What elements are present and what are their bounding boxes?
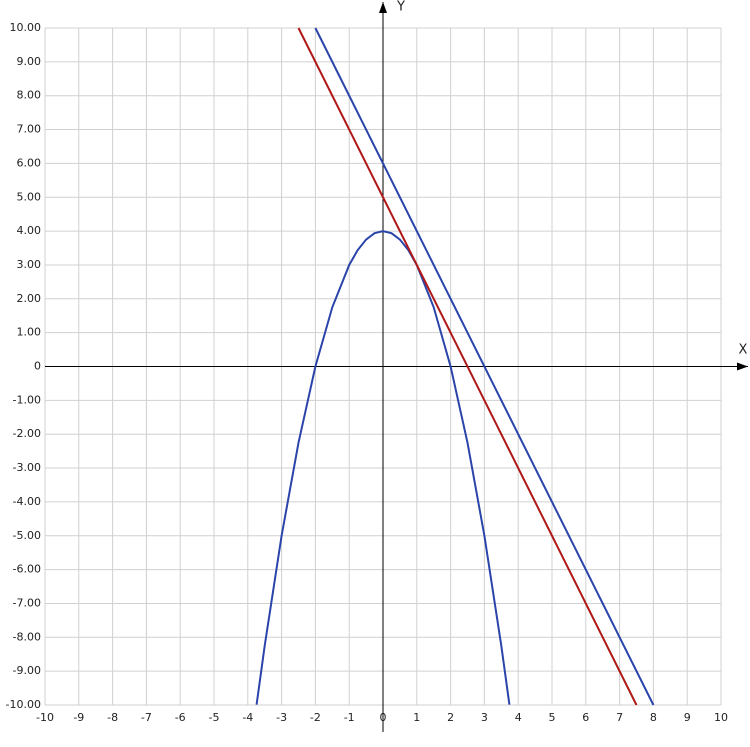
y-tick-label: 2.00	[17, 292, 42, 305]
x-tick-label: -3	[276, 711, 287, 724]
y-tick-label: 6.00	[17, 156, 42, 169]
y-tick-label: -4.00	[13, 495, 41, 508]
y-tick-label: -3.00	[13, 461, 41, 474]
curve	[255, 230, 511, 705]
x-axis-label: X	[739, 343, 748, 358]
x-tick-label: -10	[36, 711, 54, 724]
y-tick-label: -9.00	[13, 664, 41, 677]
curve	[314, 27, 655, 706]
y-tick-label: 8.00	[17, 89, 42, 102]
x-tick-label: 7	[616, 711, 623, 724]
y-tick-label: -6.00	[13, 563, 41, 576]
x-tick-label: 10	[714, 711, 728, 724]
x-tick-label: 1	[413, 711, 420, 724]
y-tick-label: 5.00	[17, 190, 42, 203]
y-tick-label: -10.00	[6, 698, 41, 711]
x-tick-label: -9	[73, 711, 84, 724]
x-tick-label: -1	[344, 711, 355, 724]
x-tick-label: -4	[242, 711, 253, 724]
y-tick-label: 0	[34, 360, 41, 373]
y-tick-label: -7.00	[13, 596, 41, 609]
y-tick-label: 3.00	[17, 258, 42, 271]
x-tick-label: -5	[209, 711, 220, 724]
x-tick-label: 4	[515, 711, 522, 724]
y-tick-label: -8.00	[13, 630, 41, 643]
x-tick-label: -8	[107, 711, 118, 724]
x-tick-label: 2	[447, 711, 454, 724]
y-tick-label: -2.00	[13, 427, 41, 440]
x-tick-label: 3	[481, 711, 488, 724]
y-axis-label: Y	[396, 0, 405, 15]
y-axis-arrow	[379, 2, 387, 13]
x-tick-label: 8	[650, 711, 657, 724]
y-tick-label: 1.00	[17, 326, 42, 339]
y-tick-label: 10.00	[10, 21, 42, 34]
curve	[297, 27, 638, 706]
y-tick-label: -1.00	[13, 393, 41, 406]
x-axis-arrow	[737, 362, 748, 371]
x-tick-label: -7	[141, 711, 152, 724]
x-tick-label: 6	[582, 711, 589, 724]
y-tick-label: 7.00	[17, 123, 42, 136]
y-tick-label: 9.00	[17, 55, 42, 68]
x-tick-label: 5	[549, 711, 556, 724]
x-tick-label: 9	[684, 711, 691, 724]
x-tick-label: -2	[310, 711, 321, 724]
y-tick-label: -5.00	[13, 529, 41, 542]
x-tick-label: -6	[175, 711, 186, 724]
y-tick-label: 4.00	[17, 224, 42, 237]
